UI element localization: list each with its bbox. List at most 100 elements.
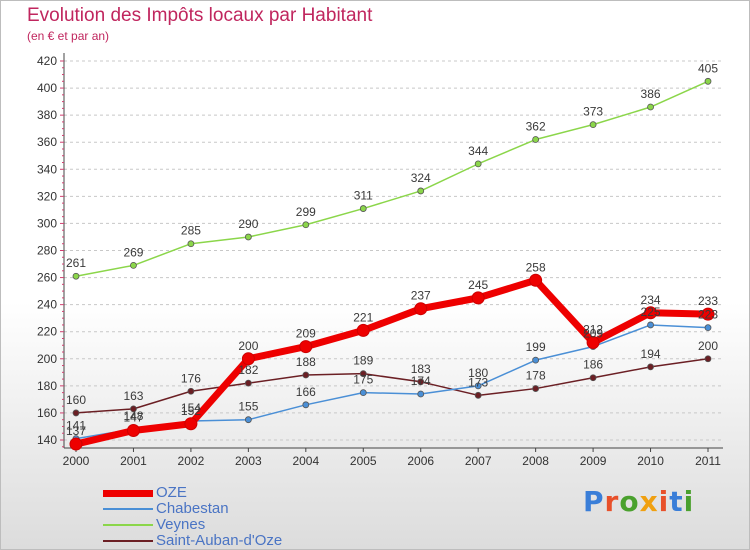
y-tick-label-160: 160: [37, 406, 57, 420]
data-label-oze-2009: 212: [583, 323, 603, 337]
point-chabestan-2005: [359, 389, 367, 397]
data-label-oze-2005: 221: [353, 310, 373, 324]
point-veynes-2004: [302, 221, 310, 229]
series-lines: [69, 77, 715, 451]
data-label-veynes-2005: 311: [354, 189, 373, 203]
data-label-saint-auban-d-oze-2011: 200: [698, 339, 718, 353]
legend-swatch-oze: [103, 489, 153, 497]
point-oze-2003: [241, 352, 255, 366]
series-line-saint-auban-d-oze: [75, 358, 709, 414]
point-veynes-2011: [704, 77, 712, 85]
data-label-veynes-2006: 324: [411, 171, 431, 185]
x-tick-label-2003: 2003: [235, 454, 262, 468]
y-tick-label-140: 140: [37, 433, 57, 447]
legend-label-veynes: Veynes: [156, 516, 206, 533]
data-label-chabestan-2003: 155: [238, 400, 258, 414]
point-chabestan-2004: [302, 401, 310, 409]
point-chabestan-2011: [704, 324, 712, 332]
logo-letter: i: [658, 485, 670, 518]
point-saint-auban-d-oze-2009: [589, 374, 597, 382]
data-label-saint-auban-d-oze-2005: 189: [353, 354, 373, 368]
x-tick-label-2002: 2002: [178, 454, 205, 468]
data-label-saint-auban-d-oze-2009: 186: [583, 358, 603, 372]
legend-swatch-veynes: [103, 524, 153, 526]
data-label-chabestan-2005: 175: [353, 373, 373, 387]
data-label-saint-auban-d-oze-2010: 194: [641, 347, 661, 361]
point-oze-2006: [414, 302, 428, 316]
chart-title: Evolution des Impôts locaux par Habitant: [27, 5, 373, 26]
y-axis-ticks: 140 160 180 200 220 240 260 280 300 320 340 360 380 4…: [37, 54, 64, 448]
y-tick-label-320: 320: [37, 189, 57, 203]
x-tick-label-2006: 2006: [407, 454, 434, 468]
logo-letter: P: [583, 485, 605, 518]
point-chabestan-2008: [532, 356, 540, 364]
point-saint-auban-d-oze-2002: [187, 387, 195, 395]
point-saint-auban-d-oze-2006: [417, 378, 425, 386]
data-label-chabestan-2006: 174: [411, 374, 431, 388]
x-tick-label-2011: 2011: [695, 454, 721, 468]
point-oze-2010: [644, 306, 658, 320]
data-label-chabestan-2011: 223: [698, 308, 718, 322]
point-veynes-2008: [532, 136, 540, 143]
point-saint-auban-d-oze-2010: [647, 363, 654, 371]
data-label-oze-2008: 258: [526, 260, 546, 274]
chart-subtitle: (en € et par an): [27, 29, 110, 43]
logo-letter: i: [683, 485, 695, 518]
y-tick-label-240: 240: [37, 298, 57, 312]
y-tick-label-400: 400: [37, 81, 57, 95]
data-label-oze-2002: 152: [181, 404, 201, 418]
data-label-veynes-2000: 261: [66, 256, 86, 270]
x-tick-label-2000: 2000: [63, 454, 90, 468]
x-axis-ticks: 2000 2001 2002 2003 2004 2005 2006 2007 2008 2009…: [63, 448, 721, 468]
data-label-oze-2004: 209: [296, 327, 316, 341]
point-saint-auban-d-oze-2004: [302, 371, 310, 379]
legend-label-saint-auban-d-oze: Saint-Auban-d'Oze: [156, 532, 283, 549]
series-line-chabestan: [75, 324, 709, 440]
y-tick-label-180: 180: [37, 379, 57, 393]
point-veynes-2001: [130, 261, 137, 269]
logo-letter: r: [604, 485, 620, 518]
legend-label-oze: OZE: [156, 484, 187, 501]
x-tick-label-2009: 2009: [580, 454, 607, 468]
data-label-saint-auban-d-oze-2000: 160: [66, 393, 86, 407]
logo-letter: t: [669, 485, 684, 518]
data-label-veynes-2004: 299: [296, 205, 316, 219]
series-line-veynes: [75, 80, 709, 277]
point-saint-auban-d-oze-2001: [130, 405, 137, 413]
data-label-chabestan-2009: 209: [583, 327, 603, 341]
y-tick-label-220: 220: [37, 325, 57, 339]
point-oze-2007: [471, 291, 485, 305]
legend-swatch-saint-auban-d-oze: [103, 540, 153, 542]
data-label-veynes-2007: 344: [468, 144, 488, 158]
point-veynes-2006: [417, 187, 425, 195]
point-oze-2000: [69, 437, 83, 451]
y-tick-label-300: 300: [37, 216, 57, 230]
data-label-oze-2011: 233: [698, 294, 718, 308]
data-label-chabestan-2002: 154: [181, 401, 201, 415]
y-tick-label-380: 380: [37, 108, 57, 122]
proxiti-logo: Proxiti: [583, 485, 694, 518]
data-label-saint-auban-d-oze-2006: 183: [411, 362, 431, 376]
point-chabestan-2007: [474, 382, 482, 390]
data-labels: 137 147 152 200 209 221 237 245 258 212 234 233 141 1…: [66, 61, 718, 438]
point-veynes-2000: [72, 272, 80, 280]
point-chabestan-2003: [244, 416, 252, 424]
data-label-veynes-2011: 405: [698, 61, 718, 75]
data-label-saint-auban-d-oze-2008: 178: [526, 369, 546, 383]
point-veynes-2010: [647, 103, 654, 111]
y-tick-label-280: 280: [37, 244, 57, 258]
point-oze-2001: [126, 424, 140, 438]
x-tick-label-2010: 2010: [637, 454, 664, 468]
point-chabestan-2006: [417, 390, 425, 398]
data-label-chabestan-2007: 180: [468, 366, 488, 380]
data-label-veynes-2008: 362: [526, 120, 546, 134]
data-label-saint-auban-d-oze-2007: 173: [468, 375, 488, 389]
data-label-oze-2010: 234: [641, 293, 661, 307]
data-label-veynes-2009: 373: [583, 105, 603, 119]
y-tick-label-340: 340: [37, 162, 57, 176]
x-tick-label-2008: 2008: [522, 454, 549, 468]
legend-swatch-chabestan: [103, 508, 153, 510]
data-label-oze-2000: 137: [66, 424, 86, 438]
point-saint-auban-d-oze-2007: [474, 391, 482, 399]
